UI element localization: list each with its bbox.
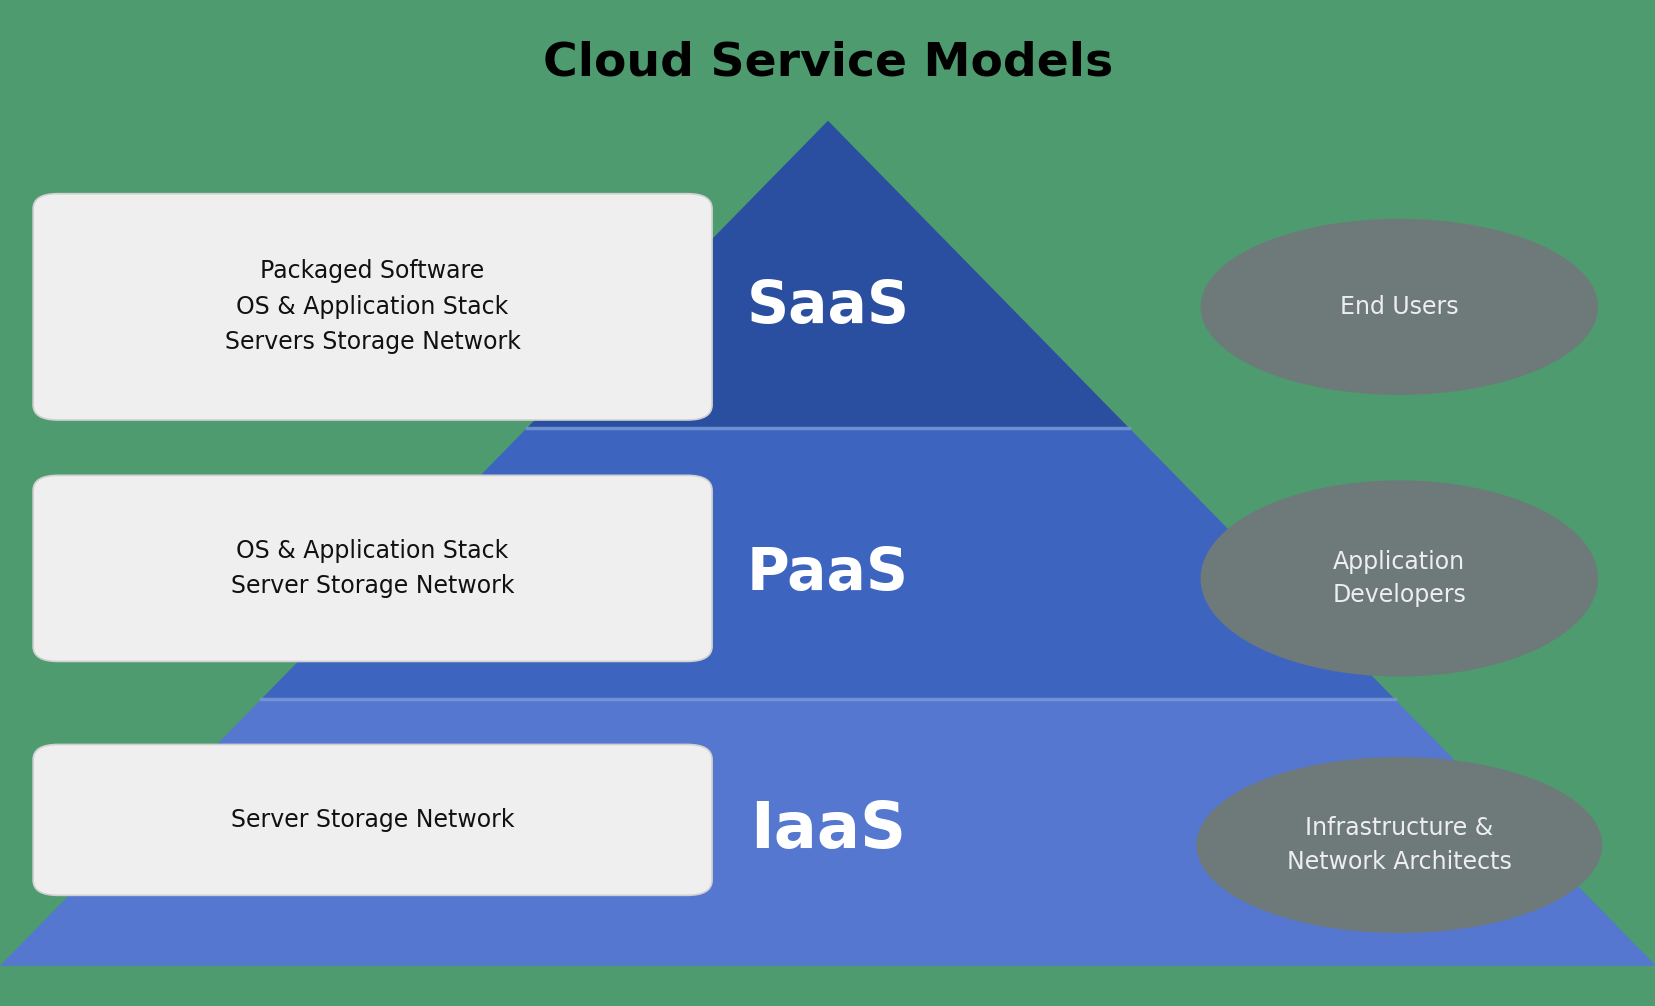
- Text: Server Storage Network: Server Storage Network: [230, 808, 515, 832]
- Polygon shape: [261, 428, 1394, 699]
- Text: Packaged Software
OS & Application Stack
Servers Storage Network: Packaged Software OS & Application Stack…: [225, 260, 520, 354]
- Polygon shape: [526, 121, 1129, 428]
- Text: PaaS: PaaS: [746, 545, 909, 602]
- Text: End Users: End Users: [1339, 295, 1458, 319]
- Text: SaaS: SaaS: [746, 279, 909, 335]
- Ellipse shape: [1200, 219, 1597, 395]
- Text: OS & Application Stack
Server Storage Network: OS & Application Stack Server Storage Ne…: [230, 538, 515, 599]
- Polygon shape: [0, 699, 1655, 966]
- Ellipse shape: [1200, 481, 1597, 676]
- Text: Infrastructure &
Network Architects: Infrastructure & Network Architects: [1286, 816, 1511, 874]
- Text: Cloud Service Models: Cloud Service Models: [543, 40, 1112, 86]
- FancyBboxPatch shape: [33, 476, 712, 662]
- Text: IaaS: IaaS: [750, 799, 905, 861]
- FancyBboxPatch shape: [33, 194, 712, 421]
- FancyBboxPatch shape: [33, 744, 712, 895]
- Ellipse shape: [1195, 757, 1600, 934]
- Text: Application
Developers: Application Developers: [1332, 549, 1465, 608]
